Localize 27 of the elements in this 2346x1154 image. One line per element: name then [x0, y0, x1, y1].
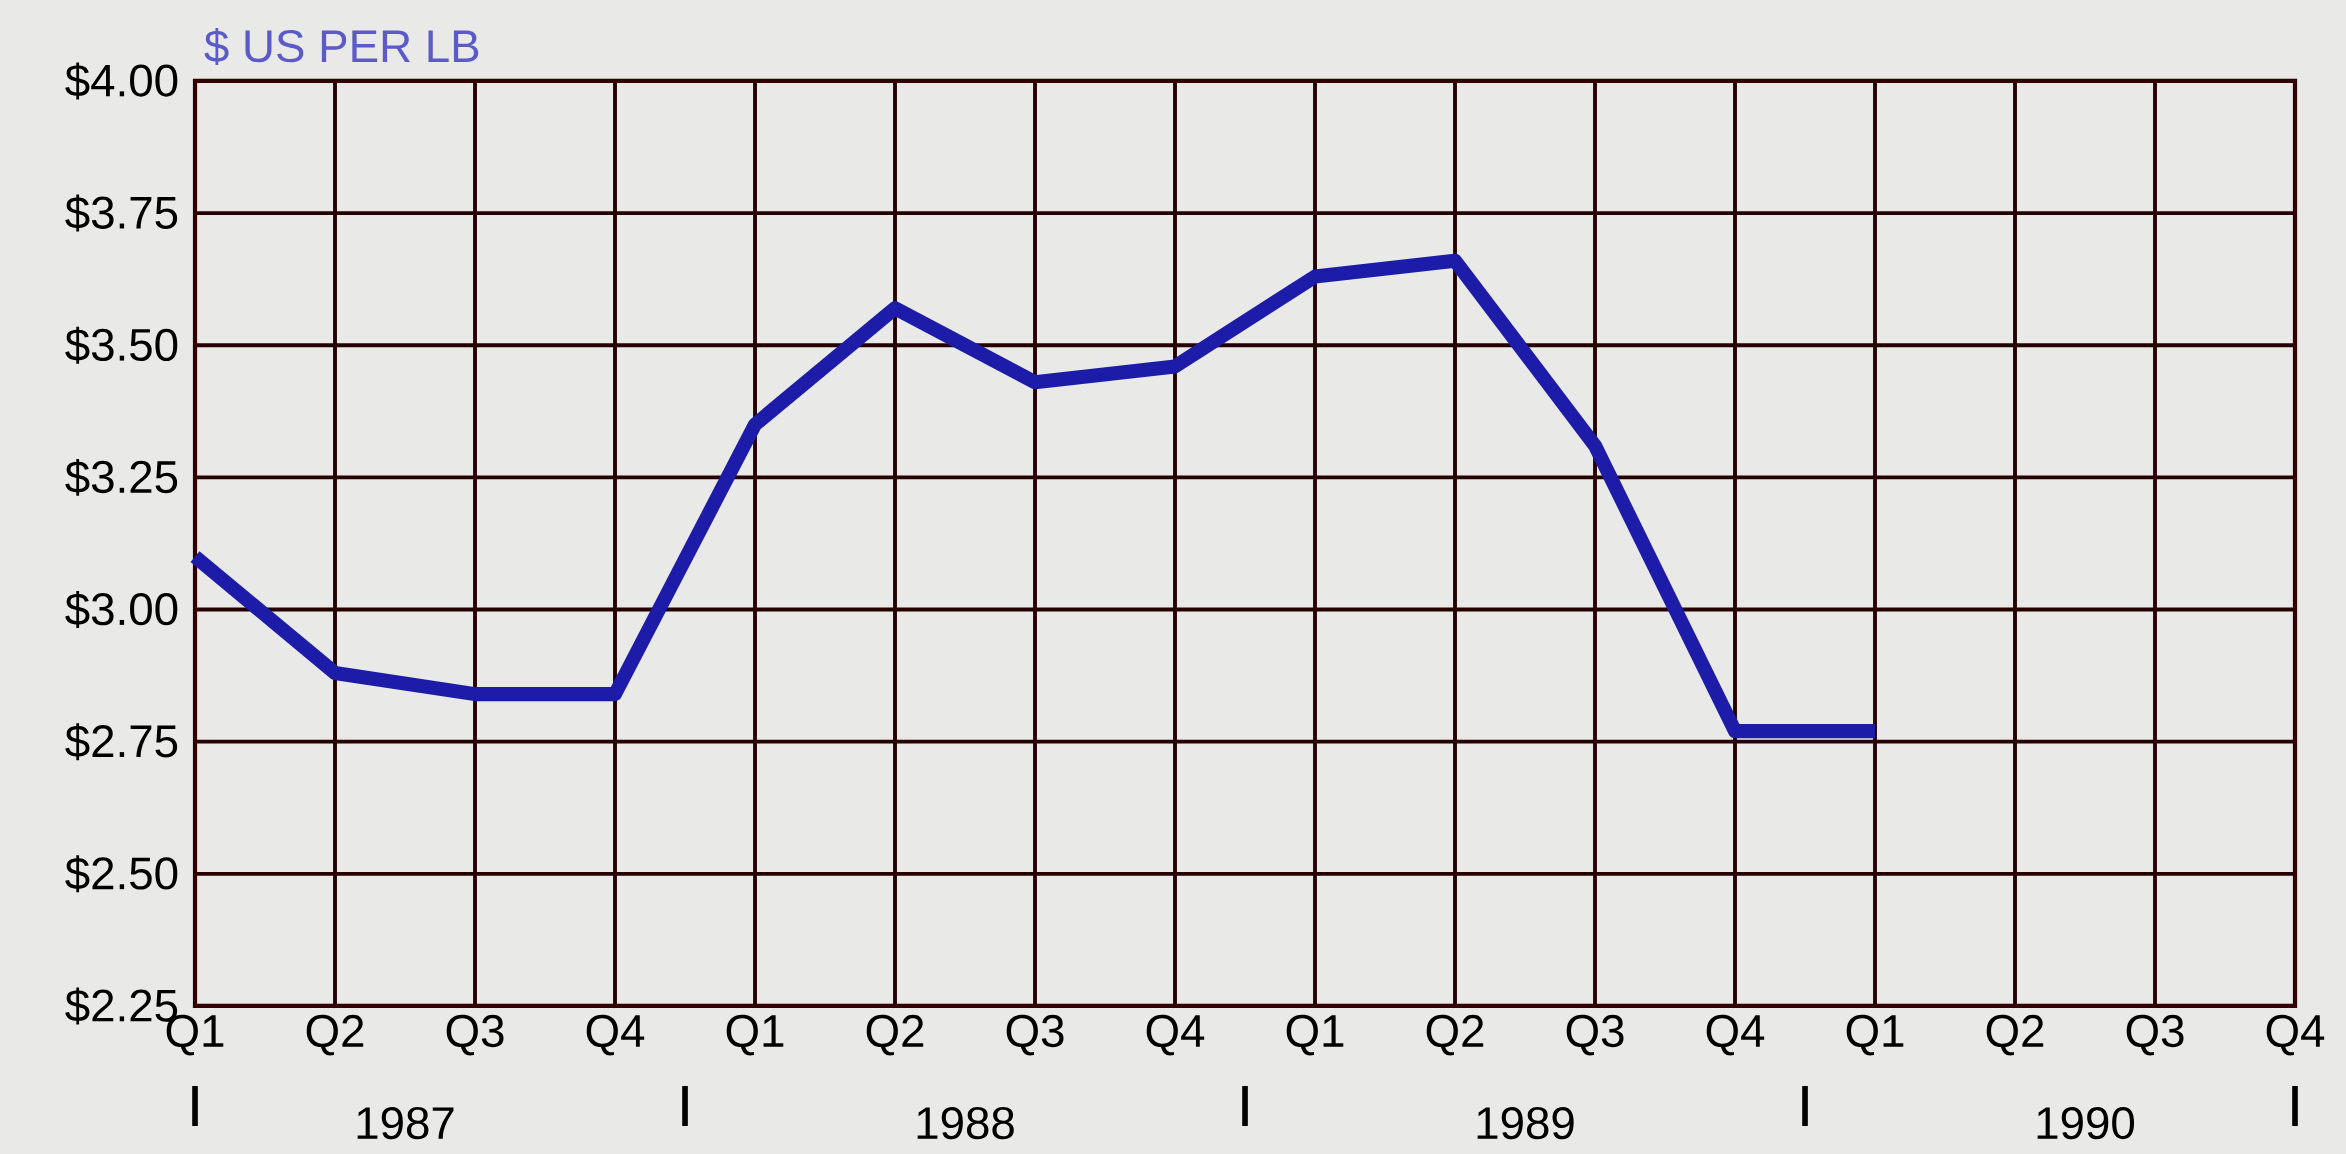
x-tick-label: Q4 — [2266, 1014, 2325, 1056]
text: 1990 — [2037, 1106, 2135, 1140]
text: 1988 — [917, 1106, 1014, 1140]
x-tick-label: Q4 — [1706, 1014, 1765, 1056]
y-tick-label: $3.25 — [65, 458, 178, 496]
x-tick-label: Q2 — [1986, 1014, 2044, 1056]
x-tick-label: Q1 — [1846, 1014, 1904, 1056]
y-tick-label: $3.75 — [65, 194, 178, 232]
y-tick-label: $3.00 — [65, 590, 178, 628]
text: 1987 — [357, 1106, 454, 1140]
x-tick-label: Q2 — [1426, 1014, 1484, 1056]
y-tick-label: $2.75 — [65, 722, 178, 760]
x-tick-label: Q2 — [866, 1014, 924, 1056]
y-tick-label: $2.50 — [65, 855, 178, 893]
x-tick-label: Q1 — [1286, 1014, 1344, 1056]
x-tick-label: Q3 — [2126, 1014, 2184, 1056]
y-tick-label: $3.50 — [65, 326, 178, 364]
x-tick-label: Q4 — [1146, 1014, 1205, 1056]
y-tick-label: $4.00 — [65, 62, 178, 100]
x-tick-label: Q3 — [446, 1014, 504, 1056]
y-axis-title: $ US PER LB — [204, 27, 479, 65]
x-tick-label: Q2 — [306, 1014, 364, 1056]
x-tick-label: Q4 — [586, 1014, 645, 1056]
text: 1989 — [1477, 1106, 1574, 1140]
x-tick-label: Q3 — [1566, 1014, 1624, 1056]
x-tick-label: Q3 — [1006, 1014, 1064, 1056]
x-tick-label: Q1 — [726, 1014, 784, 1056]
